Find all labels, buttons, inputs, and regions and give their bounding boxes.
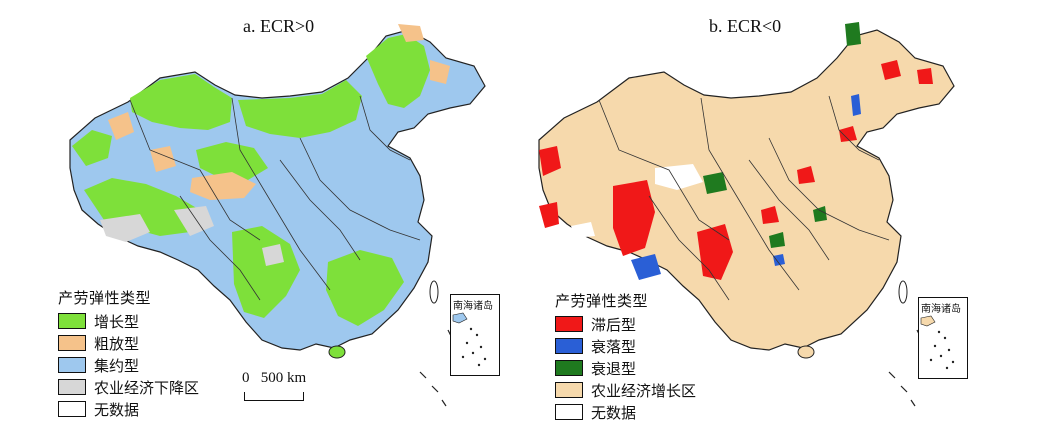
hainan-island [797, 345, 815, 359]
region-extensive [108, 112, 134, 140]
china-map-ecr-positive [69, 24, 486, 407]
region-lagging [697, 224, 733, 280]
legend-title: 产劳弹性类型 [555, 292, 649, 310]
legend-label: 农业经济增长区 [591, 381, 697, 400]
legend-swatch [555, 338, 583, 354]
region-growth [72, 130, 112, 166]
legend-label: 集约型 [94, 356, 140, 375]
legend: 产劳弹性类型 增长型 粗放型 集约型 农业经济下降区 无数据 [58, 287, 199, 420]
scale-line [244, 392, 304, 401]
scale-bar: 0 500 km [238, 370, 318, 410]
region-declining [100, 214, 150, 242]
region-lagging [797, 166, 815, 184]
legend-label: 农业经济下降区 [94, 378, 200, 397]
legend-label: 衰退型 [591, 359, 637, 378]
legend: 产劳弹性类型 滞后型 衰落型 衰退型 农业经济增长区 无数据 [555, 290, 696, 423]
legend-label: 滞后型 [591, 315, 637, 334]
legend-swatch [58, 379, 86, 395]
province-boundaries [129, 95, 421, 301]
region-collapse [773, 254, 785, 266]
region-decline [703, 172, 727, 194]
region-lagging [761, 206, 779, 224]
legend-item-growth: 增长型 [58, 310, 199, 332]
region-lagging [539, 146, 561, 176]
region-collapse [851, 94, 861, 116]
region-growth [366, 34, 430, 108]
south-china-sea-inset: 南海诸岛 [918, 297, 968, 379]
legend-swatch [58, 313, 86, 329]
legend-item-no-data: 无数据 [555, 401, 696, 423]
legend-swatch [555, 316, 583, 332]
region-lagging [881, 60, 901, 80]
legend-item-declining: 农业经济下降区 [58, 376, 199, 398]
region-extensive [398, 24, 424, 42]
south-china-sea-inset: 南海诸岛 [450, 294, 500, 376]
legend-swatch [58, 401, 86, 417]
legend-label: 增长型 [94, 312, 140, 331]
region-growth [238, 80, 362, 138]
region-growth [232, 226, 300, 318]
hainan-island [328, 345, 346, 359]
legend-item-no-data: 无数据 [58, 398, 199, 420]
region-no-data [655, 164, 703, 190]
sea-boundary-dashes [888, 329, 922, 407]
taiwan-island [429, 280, 439, 304]
china-map-ecr-negative [538, 22, 955, 407]
panel-title: a. ECR>0 [243, 16, 315, 36]
region-growth [130, 74, 232, 130]
region-decline [813, 206, 827, 222]
legend-title: 产劳弹性类型 [58, 289, 152, 307]
region-collapse [631, 254, 661, 280]
region-no-data [571, 222, 595, 238]
region-growth [326, 250, 404, 326]
sea-boundary-dashes [419, 329, 453, 407]
legend-swatch [555, 360, 583, 376]
region-extensive [430, 60, 450, 84]
legend-item-decline: 衰退型 [555, 357, 696, 379]
taiwan-island [898, 280, 908, 304]
region-decline [845, 22, 861, 46]
region-lagging [917, 68, 933, 84]
legend-item-intensive: 集约型 [58, 354, 199, 376]
inset-map [452, 312, 487, 367]
legend-label: 粗放型 [94, 334, 140, 353]
legend-item-lagging: 滞后型 [555, 313, 696, 335]
legend-item-extensive: 粗放型 [58, 332, 199, 354]
legend-item-growth-area: 农业经济增长区 [555, 379, 696, 401]
region-declining [174, 206, 214, 236]
scale-zero: 0 [242, 370, 250, 386]
inset-map [920, 315, 955, 370]
legend-label: 无数据 [94, 400, 140, 419]
legend-label: 衰落型 [591, 337, 637, 356]
legend-swatch [555, 404, 583, 420]
region-lagging [613, 180, 655, 256]
legend-swatch [58, 335, 86, 351]
map-panel-a: a. ECR>0 [0, 0, 527, 421]
inset-label: 南海诸岛 [453, 301, 493, 312]
legend-label: 无数据 [591, 403, 637, 422]
inset-label: 南海诸岛 [921, 304, 961, 315]
region-growth [196, 142, 268, 180]
region-extensive [190, 172, 256, 200]
region-decline [769, 232, 785, 248]
province-boundaries [598, 95, 890, 301]
legend-swatch [555, 382, 583, 398]
region-lagging [839, 126, 857, 142]
region-lagging [539, 202, 559, 228]
scale-distance: 500 km [260, 370, 307, 386]
map-panel-b: b. ECR<0 [527, 0, 1054, 423]
region-declining [262, 244, 284, 266]
panel-title: b. ECR<0 [709, 16, 782, 36]
legend-swatch [58, 357, 86, 373]
legend-item-collapse: 衰落型 [555, 335, 696, 357]
